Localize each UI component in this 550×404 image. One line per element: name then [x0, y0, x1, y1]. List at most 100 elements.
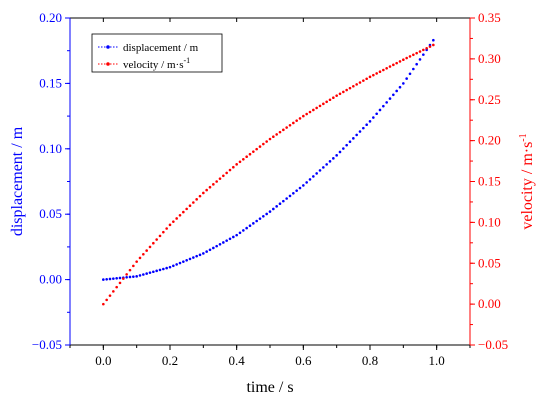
data-point: [408, 55, 412, 58]
x-tick-label: 0.2: [162, 353, 178, 368]
data-point: [425, 46, 428, 50]
data-point: [168, 265, 172, 269]
data-point: [262, 214, 265, 218]
data-point: [428, 45, 432, 48]
data-point: [242, 229, 245, 232]
data-point: [138, 274, 142, 277]
y-left-tick-label: 0.00: [39, 272, 62, 287]
data-point: [218, 177, 222, 180]
data-point: [242, 157, 245, 161]
data-point: [115, 276, 118, 280]
data-point: [398, 85, 402, 89]
data-point: [335, 94, 338, 97]
data-point: [132, 264, 135, 268]
y-right-tick-label: 0.35: [478, 10, 501, 25]
data-point: [292, 121, 295, 125]
data-point: [188, 204, 192, 207]
data-point: [405, 56, 408, 60]
y-right-tick-label: 0.10: [478, 214, 501, 229]
data-point: [202, 252, 205, 255]
data-point: [325, 163, 328, 166]
data-point: [155, 238, 158, 241]
legend-marker: [106, 45, 110, 49]
data-point: [272, 207, 275, 211]
data-point: [335, 154, 338, 157]
data-point: [205, 188, 208, 192]
data-point: [248, 152, 252, 156]
data-point: [352, 137, 355, 140]
data-point: [125, 273, 128, 276]
data-point: [288, 194, 292, 198]
data-point: [432, 43, 435, 47]
data-point: [162, 230, 165, 234]
data-point: [135, 260, 138, 263]
data-point: [102, 278, 105, 281]
y-left-tick-label: 0.10: [39, 141, 62, 156]
data-point: [352, 84, 355, 88]
data-point: [205, 250, 208, 253]
data-point: [255, 147, 258, 151]
data-point: [258, 145, 262, 148]
data-point: [392, 63, 395, 67]
data-point: [282, 128, 285, 132]
y-left-tick-label: −0.05: [32, 337, 62, 352]
data-point: [398, 60, 402, 63]
data-point: [318, 169, 322, 172]
data-point: [278, 202, 282, 206]
data-point: [235, 233, 238, 237]
legend-label: velocity / m·s-1: [123, 56, 190, 71]
data-point: [108, 277, 112, 281]
data-point: [255, 219, 258, 223]
data-point: [272, 135, 275, 139]
y-axis-right-title: velocity / m·s-1: [518, 133, 536, 229]
legend-label-sup: -1: [184, 56, 191, 65]
data-point: [302, 114, 305, 118]
data-point: [252, 222, 255, 225]
data-point: [262, 142, 265, 146]
data-point: [235, 163, 238, 166]
data-point: [372, 73, 375, 77]
data-point: [328, 98, 332, 102]
data-point: [148, 271, 152, 274]
x-tick-label: 0.8: [362, 353, 378, 368]
x-axis-title: time / s: [246, 379, 293, 396]
data-point: [375, 112, 378, 116]
data-point: [185, 259, 188, 262]
data-point: [325, 100, 328, 104]
data-point: [418, 50, 422, 53]
data-point: [285, 197, 288, 200]
data-point: [218, 242, 222, 246]
y-right-tick-label: −0.05: [478, 337, 508, 352]
data-point: [195, 198, 198, 201]
data-point: [332, 157, 335, 160]
data-point: [168, 223, 172, 227]
data-point: [368, 120, 372, 123]
data-point: [365, 77, 368, 81]
data-point: [158, 268, 162, 272]
data-point: [365, 123, 368, 127]
data-point: [298, 117, 302, 120]
data-point: [112, 277, 115, 280]
data-point: [145, 249, 148, 252]
data-point: [295, 119, 298, 122]
x-axis: 0.0 0.2 0.4 0.6 0.8 1.0: [69, 18, 471, 368]
data-point: [245, 155, 248, 159]
data-point: [208, 248, 212, 252]
data-point: [212, 183, 215, 186]
data-point: [315, 172, 318, 175]
data-point: [432, 38, 435, 42]
data-point: [298, 186, 302, 190]
data-point: [165, 227, 168, 230]
data-point: [222, 174, 225, 178]
data-point: [248, 224, 252, 228]
series-layer: [102, 38, 435, 306]
legend: displacement / m velocity / m·s-1: [91, 33, 223, 73]
x-tick-label: 0.0: [95, 353, 111, 368]
data-point: [128, 275, 132, 279]
y-right-tick-label: 0.05: [478, 255, 501, 270]
data-point: [378, 108, 382, 112]
data-point: [188, 257, 192, 261]
legend-box: [91, 33, 223, 73]
data-point: [238, 160, 242, 164]
